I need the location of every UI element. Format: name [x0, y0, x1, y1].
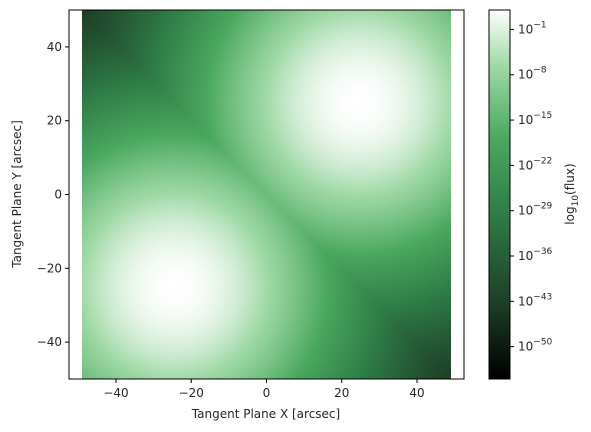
x-tick-label: −40: [103, 386, 128, 400]
colorbar-tick-label: 10−29: [518, 202, 553, 218]
colorbar-tick-label: 10−22: [518, 156, 552, 172]
heatmap-image: [82, 10, 451, 379]
colorbar-label-sub: 10: [571, 195, 581, 207]
x-tick-label: 0: [263, 386, 271, 400]
colorbar-tick-label: 10−1: [518, 20, 547, 36]
colorbar: [488, 9, 511, 380]
colorbar-label-main: log: [563, 206, 577, 224]
y-tick-label: 0: [54, 188, 62, 202]
colorbar-tick-label: 10−15: [518, 111, 552, 127]
x-tick-label: −20: [179, 386, 204, 400]
y-axis-label: Tangent Plane Y [arcsec]: [10, 120, 24, 269]
y-tick-label: −20: [37, 261, 62, 275]
x-axis-label: Tangent Plane X [arcsec]: [191, 407, 340, 421]
colorbar-ticks: 10−1 10−8 10−15 10−22 10−29 10−36 10−43 10−50: [510, 20, 553, 354]
colorbar-label: log10(flux): [563, 163, 581, 224]
colorbar-tick-label: 10−8: [518, 66, 547, 82]
y-axis: −40 −20 0 20 40: [37, 40, 69, 349]
y-tick-label: 40: [47, 40, 62, 54]
colorbar-tick-label: 10−36: [518, 247, 553, 263]
x-tick-label: 20: [334, 386, 349, 400]
y-tick-label: 20: [47, 114, 62, 128]
colorbar-tick-label: 10−50: [518, 338, 553, 354]
colorbar-tick-label: 10−43: [518, 292, 552, 308]
colorbar-label-tail: (flux): [563, 163, 577, 195]
x-tick-label: 40: [409, 386, 424, 400]
x-axis: −40 −20 0 20 40: [103, 379, 425, 400]
y-tick-label: −40: [37, 335, 62, 349]
heatmap-raster: [82, 10, 451, 379]
